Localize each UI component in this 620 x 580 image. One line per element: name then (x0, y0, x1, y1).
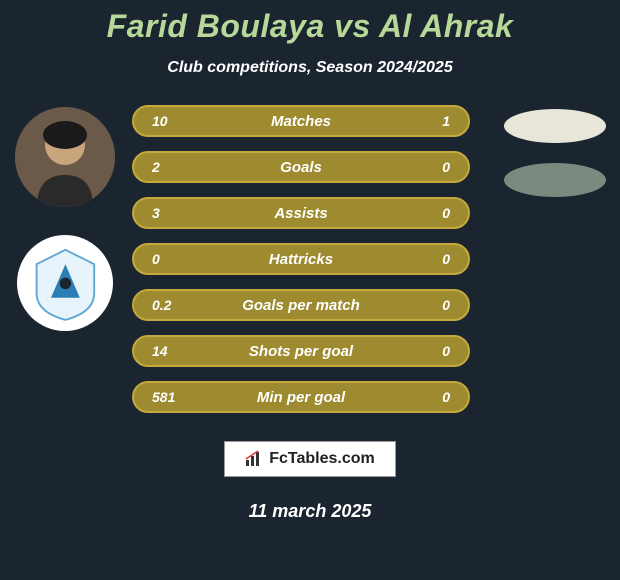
footer-logo-row: FcTables.com (0, 441, 620, 477)
stat-bar: 0Hattricks0 (132, 243, 470, 275)
content-row: 10Matches12Goals03Assists00Hattricks00.2… (0, 105, 620, 427)
stat-row: 2Goals0 (132, 151, 470, 183)
left-column (0, 105, 120, 427)
stat-row: 10Matches1 (132, 105, 470, 137)
stat-row: 3Assists0 (132, 197, 470, 229)
stat-row: 0.2Goals per match0 (132, 289, 470, 321)
chart-icon (245, 450, 263, 468)
stat-value-right: 0 (410, 343, 450, 359)
stat-bar: 2Goals0 (132, 151, 470, 183)
comparison-ellipse (504, 163, 606, 197)
stat-value-left: 0.2 (152, 297, 192, 313)
stat-row: 14Shots per goal0 (132, 335, 470, 367)
comparison-ellipse (504, 109, 606, 143)
subtitle: Club competitions, Season 2024/2025 (0, 59, 620, 77)
player1-avatar (15, 107, 115, 207)
stat-value-left: 2 (152, 159, 192, 175)
stat-value-right: 0 (410, 251, 450, 267)
fctables-logo[interactable]: FcTables.com (224, 441, 396, 477)
stat-label: Assists (192, 205, 410, 222)
stat-bar: 581Min per goal0 (132, 381, 470, 413)
stat-label: Goals per match (192, 297, 410, 314)
stat-value-right: 0 (410, 389, 450, 405)
stat-value-right: 0 (410, 159, 450, 175)
stat-label: Hattricks (192, 251, 410, 268)
stat-row: 0Hattricks0 (132, 243, 470, 275)
page-title: Farid Boulaya vs Al Ahrak (0, 0, 620, 45)
footer-label: FcTables.com (269, 450, 375, 468)
right-column (490, 105, 620, 427)
stat-row: 581Min per goal0 (132, 381, 470, 413)
stat-label: Min per goal (192, 389, 410, 406)
stat-value-left: 10 (152, 113, 192, 129)
stat-value-left: 14 (152, 343, 192, 359)
comparison-card: Farid Boulaya vs Al Ahrak Club competiti… (0, 0, 620, 580)
avatar-placeholder-icon (15, 107, 115, 207)
stat-label: Shots per goal (192, 343, 410, 360)
date-label: 11 march 2025 (0, 501, 620, 522)
stat-value-left: 581 (152, 389, 192, 405)
player2-badge (17, 235, 113, 331)
stats-column: 10Matches12Goals03Assists00Hattricks00.2… (120, 105, 490, 427)
stat-bar: 0.2Goals per match0 (132, 289, 470, 321)
stat-bar: 10Matches1 (132, 105, 470, 137)
stat-label: Matches (192, 113, 410, 130)
stat-value-left: 3 (152, 205, 192, 221)
stat-value-right: 0 (410, 205, 450, 221)
stat-bar: 14Shots per goal0 (132, 335, 470, 367)
stat-value-right: 1 (410, 113, 450, 129)
stat-value-right: 0 (410, 297, 450, 313)
club-logo-placeholder-icon (27, 245, 104, 322)
stat-label: Goals (192, 159, 410, 176)
stat-value-left: 0 (152, 251, 192, 267)
stat-bar: 3Assists0 (132, 197, 470, 229)
